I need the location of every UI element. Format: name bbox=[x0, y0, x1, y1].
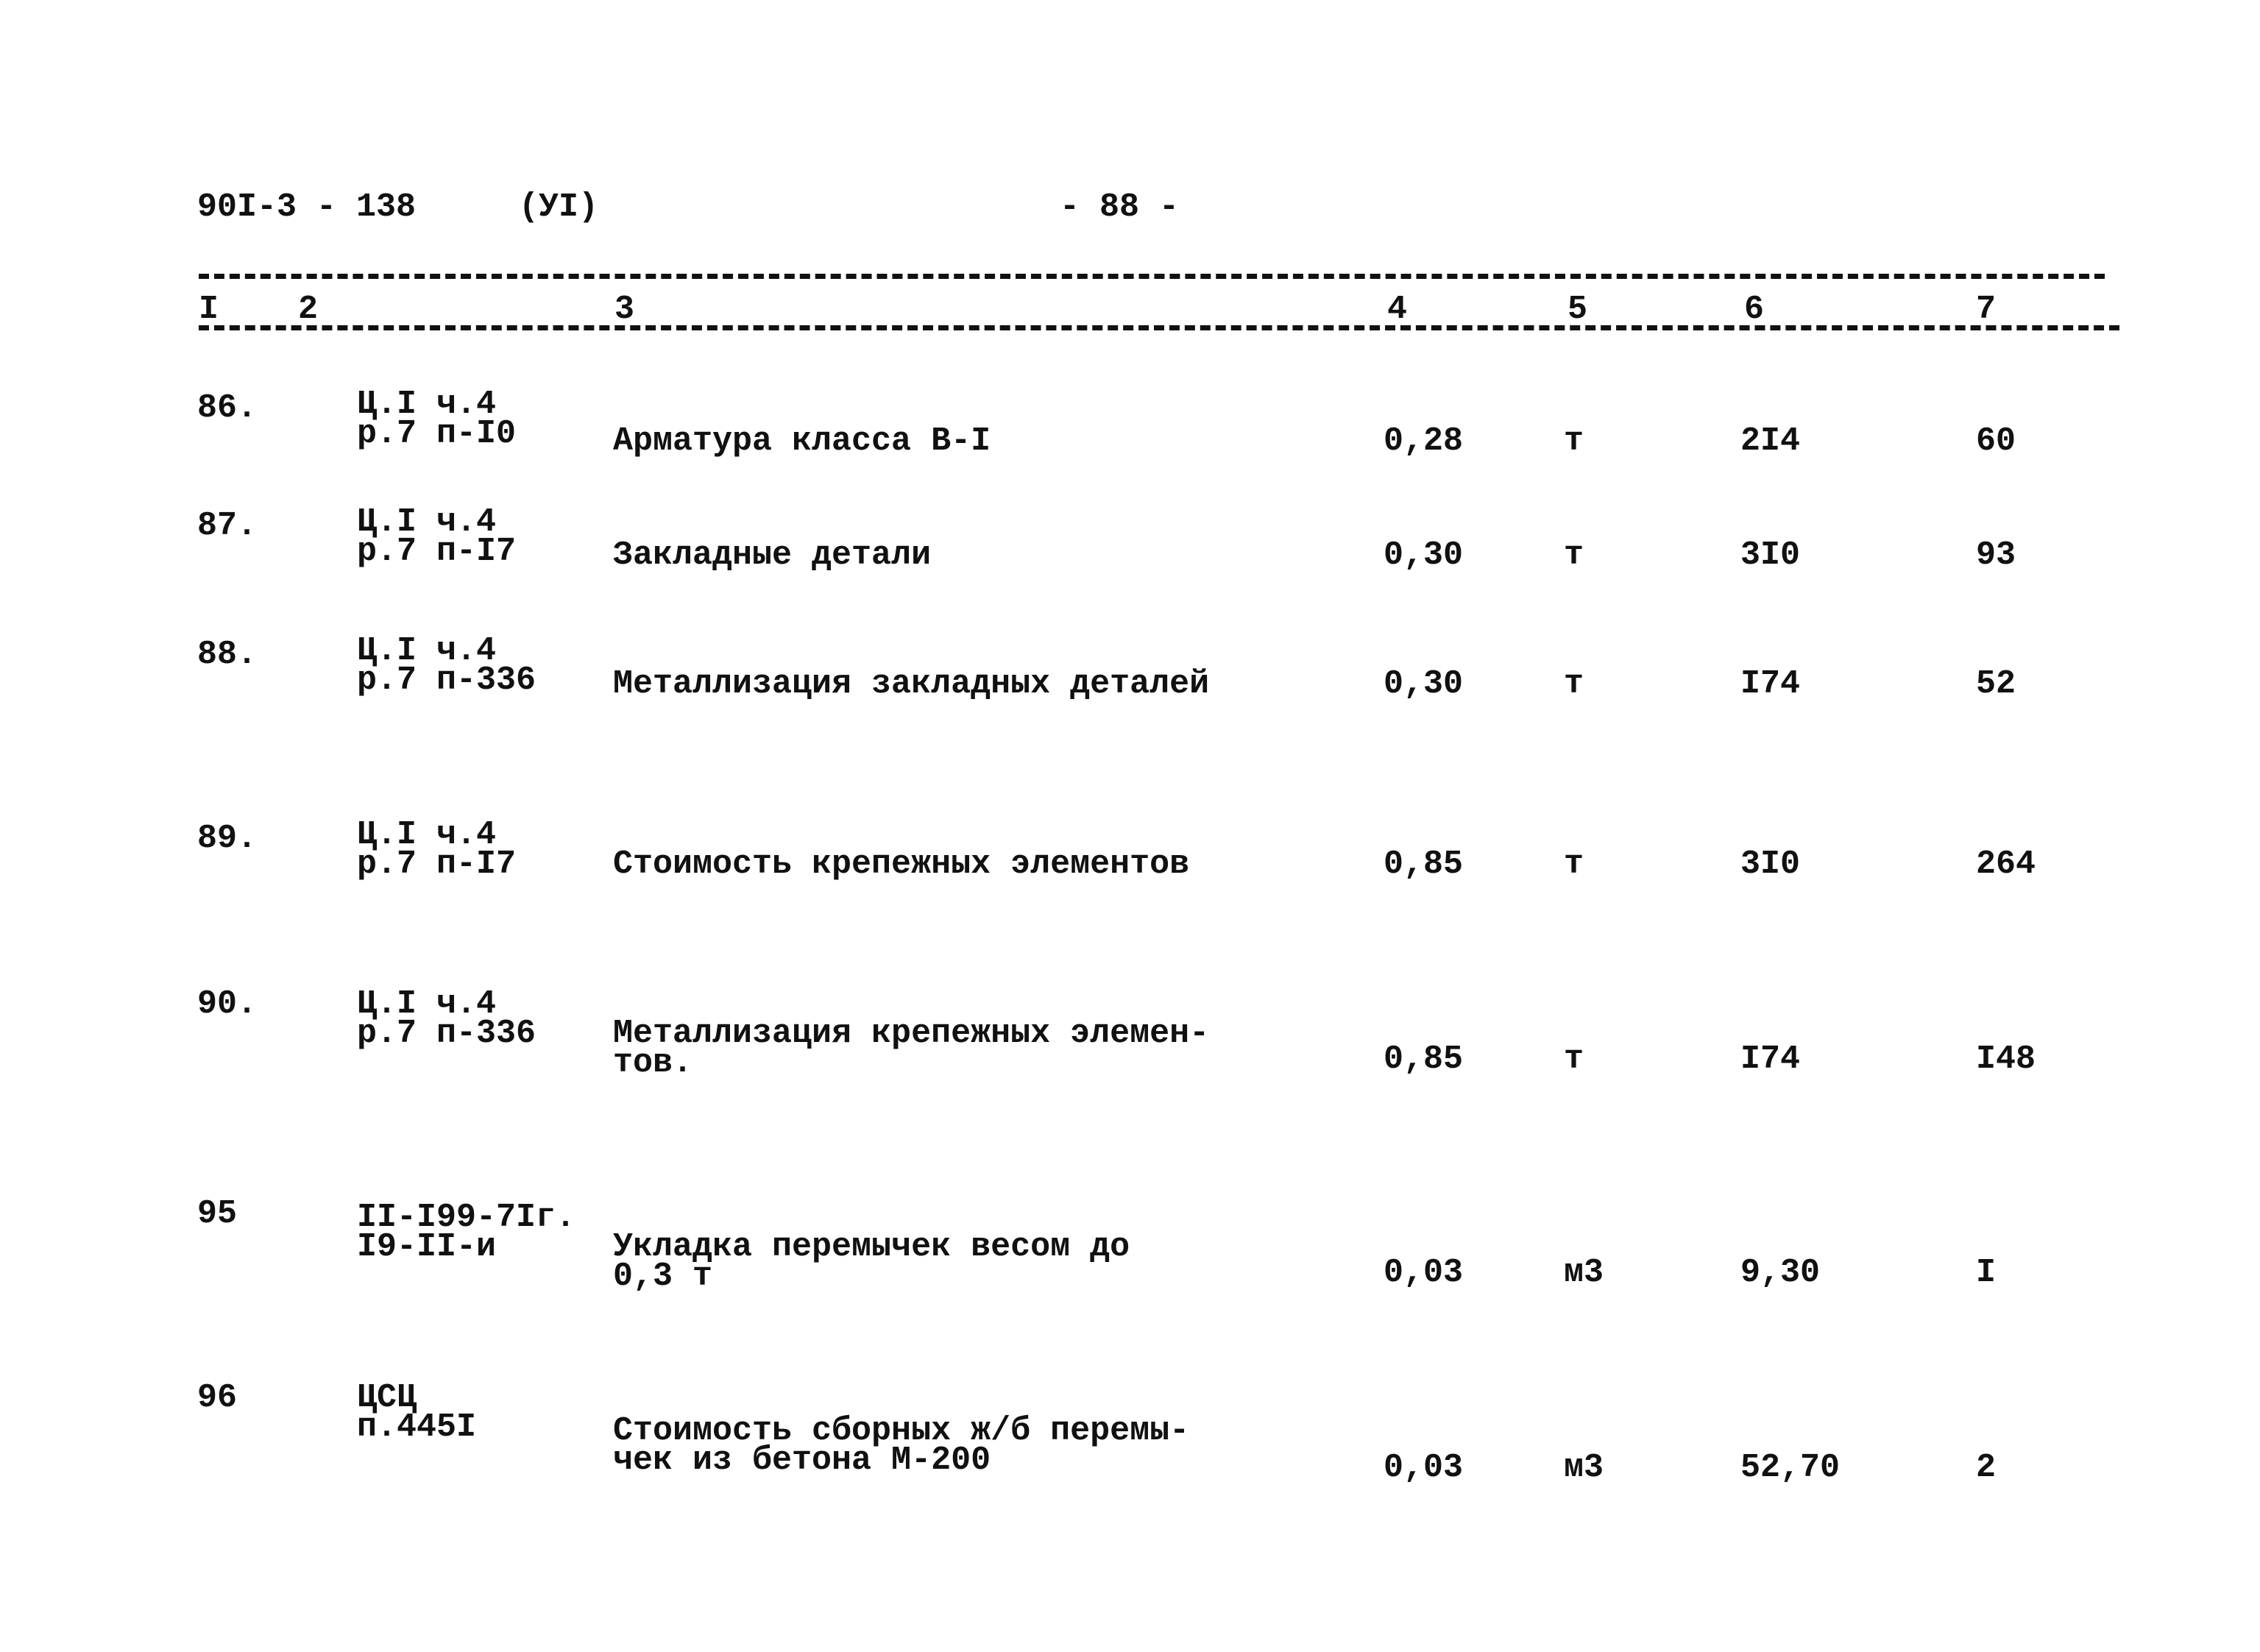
column-header-2: 2 bbox=[298, 291, 319, 328]
row-price: 2I4 bbox=[1740, 422, 1801, 460]
row-description: Металлизация закладных деталей bbox=[613, 665, 1210, 703]
row-quantity: 0,30 bbox=[1384, 536, 1464, 574]
row-reference: Ц.I ч.4 bbox=[357, 816, 497, 854]
row-total: 93 bbox=[1976, 536, 2016, 574]
row-quantity: 0,03 bbox=[1384, 1449, 1464, 1486]
row-reference: Ц.I ч.4 bbox=[357, 985, 497, 1023]
row-price: 3I0 bbox=[1740, 846, 1801, 883]
row-price: I74 bbox=[1740, 665, 1801, 703]
column-header-3: 3 bbox=[614, 291, 635, 328]
row-number: 95 bbox=[197, 1195, 238, 1233]
row-description: тов. bbox=[613, 1044, 693, 1082]
row-reference: I9-II-и bbox=[357, 1228, 497, 1266]
row-number: 89. bbox=[197, 820, 258, 857]
row-unit: т bbox=[1564, 665, 1584, 703]
column-header-7: 7 bbox=[1976, 291, 1997, 328]
row-reference: п.445I bbox=[357, 1408, 477, 1446]
row-reference: р.7 п-I7 bbox=[357, 846, 517, 883]
row-number: 88. bbox=[197, 636, 258, 673]
section-label: (УI) bbox=[519, 188, 599, 226]
row-number: 86. bbox=[197, 389, 258, 427]
row-reference: II-I99-7Iг. bbox=[357, 1199, 576, 1236]
column-header-6: 6 bbox=[1744, 291, 1765, 328]
row-total: I bbox=[1976, 1254, 1997, 1291]
row-description: Закладные детали bbox=[613, 536, 932, 574]
row-reference: р.7 п-336 bbox=[357, 1015, 536, 1052]
row-description: Стоимость сборных ж/б перемы- bbox=[613, 1412, 1190, 1450]
row-reference: р.7 п-I0 bbox=[357, 415, 517, 453]
row-quantity: 0,85 bbox=[1384, 846, 1464, 883]
row-total: I48 bbox=[1976, 1041, 2036, 1078]
row-number: 96 bbox=[197, 1379, 238, 1417]
row-price: 9,30 bbox=[1740, 1254, 1821, 1291]
row-total: 264 bbox=[1976, 846, 2036, 883]
row-reference: р.7 п-336 bbox=[357, 662, 536, 699]
row-quantity: 0,85 bbox=[1384, 1041, 1464, 1078]
column-header-4: 4 bbox=[1387, 291, 1408, 328]
row-reference: Ц.I ч.4 bbox=[357, 386, 497, 423]
row-unit: т bbox=[1564, 846, 1584, 883]
page-number: - 88 - bbox=[1060, 188, 1180, 226]
row-unit: т bbox=[1564, 422, 1584, 460]
row-quantity: 0,28 bbox=[1384, 422, 1464, 460]
row-total: 52 bbox=[1976, 665, 2016, 703]
row-total: 60 bbox=[1976, 422, 2016, 460]
row-unit: т bbox=[1564, 536, 1584, 574]
row-quantity: 0,30 bbox=[1384, 665, 1464, 703]
row-price: I74 bbox=[1740, 1041, 1801, 1078]
row-unit: т bbox=[1564, 1041, 1584, 1078]
row-quantity: 0,03 bbox=[1384, 1254, 1464, 1291]
column-header-1: I bbox=[199, 291, 219, 328]
row-description: чек из бетона М-200 bbox=[613, 1442, 991, 1479]
row-description: Арматура класса В-I bbox=[613, 422, 991, 460]
row-reference: р.7 п-I7 bbox=[357, 533, 517, 570]
row-price: 52,70 bbox=[1740, 1449, 1841, 1486]
row-number: 90. bbox=[197, 985, 258, 1023]
column-header-5: 5 bbox=[1568, 291, 1588, 328]
document-code: 90I-3 - 138 bbox=[197, 188, 417, 226]
row-total: 2 bbox=[1976, 1449, 1997, 1486]
row-reference: Ц.I ч.4 bbox=[357, 632, 497, 670]
row-description: Стоимость крепежных элементов bbox=[613, 846, 1190, 883]
row-reference: Ц.I ч.4 bbox=[357, 503, 497, 541]
header-top-divider bbox=[199, 274, 2105, 279]
row-number: 87. bbox=[197, 507, 258, 545]
row-description: 0,3 т bbox=[613, 1258, 713, 1295]
row-description: Укладка перемычек весом до bbox=[613, 1228, 1130, 1266]
header-bottom-divider bbox=[199, 325, 2119, 330]
row-reference: ЦСЦ bbox=[357, 1379, 417, 1417]
row-unit: м3 bbox=[1564, 1449, 1604, 1486]
row-unit: м3 bbox=[1564, 1254, 1604, 1291]
row-description: Металлизация крепежных элемен- bbox=[613, 1015, 1210, 1052]
row-price: 3I0 bbox=[1740, 536, 1801, 574]
